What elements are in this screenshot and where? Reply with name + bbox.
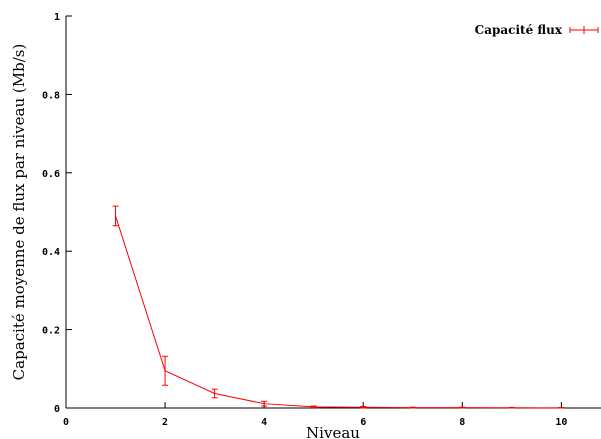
plot-area	[112, 205, 565, 409]
x-tick-label: 4	[261, 417, 267, 428]
y-tick-label: 0.4	[42, 247, 60, 258]
x-tick-label: 0	[63, 417, 69, 428]
legend-label: Capacité flux	[475, 23, 563, 37]
y-tick-label: 1	[54, 12, 60, 23]
data-point	[360, 405, 367, 409]
x-axis-title: Niveau	[306, 424, 360, 439]
data-point	[112, 205, 119, 227]
x-tick-label: 8	[459, 417, 465, 428]
data-point	[558, 406, 565, 409]
y-axis-title: Capacité moyenne de flux par niveau (Mb/…	[10, 44, 28, 381]
x-tick-label: 6	[360, 417, 366, 428]
data-point	[310, 405, 317, 409]
data-point	[211, 388, 218, 399]
x-tick-label: 2	[162, 417, 168, 428]
ticks: 00.20.40.60.810 2 4 6 8 10	[42, 12, 567, 428]
data-point	[409, 406, 416, 409]
y-tick-label: 0	[54, 404, 60, 415]
x-tick-label: 10	[555, 417, 567, 428]
axes	[65, 16, 601, 409]
series-line	[115, 215, 562, 409]
data-point	[261, 400, 268, 407]
legend: Capacité flux	[475, 23, 599, 37]
data-point	[162, 355, 169, 386]
y-tick-label: 0.2	[42, 326, 60, 337]
y-tick-label: 0.8	[42, 90, 60, 101]
data-point	[508, 406, 515, 409]
y-tick-label: 0.6	[42, 169, 60, 180]
data-point	[459, 406, 466, 409]
